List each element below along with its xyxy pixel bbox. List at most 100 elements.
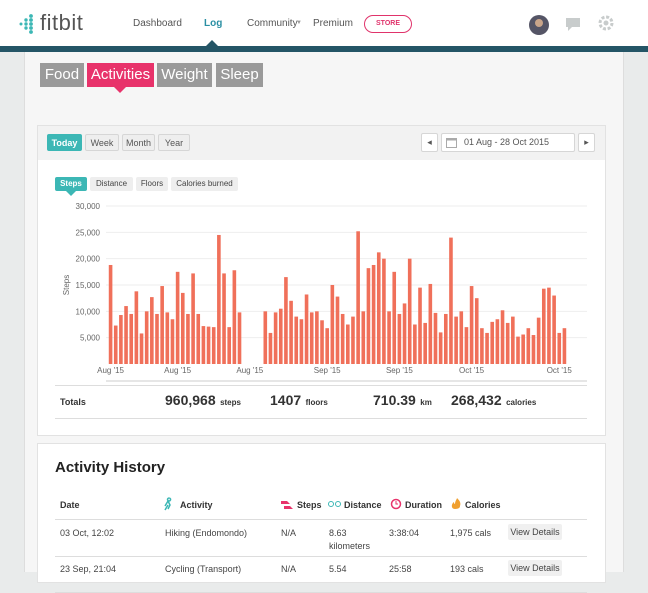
bar — [464, 327, 469, 364]
bar — [485, 332, 489, 364]
tab[interactable]: Food — [40, 63, 84, 87]
tab[interactable]: Sleep — [216, 63, 263, 87]
nav-link[interactable]: Community — [247, 18, 298, 29]
bar — [139, 333, 144, 364]
column-header: Distance — [344, 500, 382, 510]
bar — [155, 313, 159, 364]
metric-indicator — [66, 191, 76, 196]
bar — [366, 268, 371, 364]
x-tick-label: Oct '15 — [459, 366, 485, 375]
metric-tab[interactable]: Distance — [90, 177, 133, 191]
bar — [536, 317, 541, 364]
bar — [289, 300, 293, 364]
metric-tab[interactable]: Steps — [55, 177, 87, 191]
bar — [294, 316, 299, 364]
bar — [500, 310, 505, 364]
bar — [222, 273, 226, 364]
bar — [186, 313, 190, 364]
metric-tab[interactable]: Calories burned — [171, 177, 238, 191]
store-button[interactable]: STORE — [364, 15, 412, 33]
settings-icon[interactable] — [598, 15, 614, 31]
header-icons — [529, 15, 614, 35]
total-unit: floors — [305, 398, 328, 407]
x-tick-label: Aug '15 — [97, 366, 124, 375]
divider — [55, 385, 587, 386]
bar — [340, 313, 345, 364]
bar — [361, 311, 366, 364]
period-button[interactable]: Today — [47, 134, 82, 151]
bar — [428, 283, 433, 364]
period-button[interactable]: Month — [122, 134, 155, 151]
tab[interactable]: Weight — [157, 63, 212, 87]
y-tick-label: 30,000 — [76, 202, 101, 211]
column-icons — [164, 497, 461, 511]
divider — [55, 519, 587, 520]
period-button[interactable]: Year — [158, 134, 190, 151]
column-header: Duration — [405, 500, 442, 510]
tab-active[interactable]: Activities — [87, 63, 154, 87]
logo[interactable]: fitbit — [40, 10, 84, 35]
x-tick-label: Sep '15 — [386, 366, 413, 375]
bar — [268, 332, 273, 364]
date-range[interactable]: 01 Aug - 28 Oct 2015 — [441, 133, 575, 152]
bar — [335, 296, 340, 364]
nav-link[interactable]: Dashboard — [133, 18, 182, 29]
bar — [392, 271, 397, 364]
next-button[interactable]: ▸ — [578, 133, 595, 152]
bar — [552, 295, 556, 364]
column-header: Calories — [465, 500, 501, 510]
total-unit: km — [420, 398, 432, 407]
bar — [217, 234, 221, 364]
view-details-button[interactable]: View Details — [508, 524, 562, 540]
x-tick-label: Sep '15 — [314, 366, 341, 375]
bar — [134, 291, 139, 364]
bar — [201, 326, 206, 364]
messages-icon[interactable] — [566, 18, 580, 31]
y-tick-label: 15,000 — [76, 281, 101, 290]
bar — [320, 320, 324, 364]
dropdown-caret: ▼ — [296, 20, 302, 26]
bar — [351, 316, 355, 364]
metric-tab[interactable]: Floors — [136, 177, 168, 191]
column-header: Activity — [180, 500, 213, 510]
bar — [278, 308, 283, 364]
tab-indicator — [113, 86, 127, 93]
bar — [376, 252, 381, 364]
y-tick-label: 25,000 — [76, 228, 101, 237]
bar — [438, 332, 443, 364]
y-tick-label: 10,000 — [76, 307, 101, 316]
bar — [541, 288, 546, 364]
bar — [397, 313, 402, 364]
logo-icon — [19, 14, 33, 34]
nav-link[interactable]: Log — [204, 18, 223, 29]
bar — [315, 311, 319, 364]
view-details-button[interactable]: View Details — [508, 560, 562, 576]
bar — [516, 336, 520, 364]
period-button[interactable]: Week — [85, 134, 119, 151]
cell: 5.54 — [329, 564, 347, 574]
chart-card — [37, 125, 606, 436]
prev-button[interactable]: ◂ — [421, 133, 438, 152]
bar — [469, 286, 474, 364]
cell: N/A — [281, 564, 297, 574]
cell: Hiking (Endomondo) — [165, 528, 248, 538]
bar — [108, 264, 113, 364]
bar — [170, 319, 175, 364]
cell: 8.63 kilometers — [329, 528, 371, 551]
y-tick-label: 5,000 — [80, 334, 101, 343]
bar — [459, 311, 464, 364]
bar — [325, 328, 329, 364]
y-axis-title: Steps — [62, 275, 71, 295]
bar — [490, 321, 495, 364]
nav-link[interactable]: Premium — [313, 18, 354, 29]
bar — [284, 277, 288, 364]
bar — [511, 316, 515, 364]
cell: 3:38:04 — [389, 528, 420, 538]
x-tick-label: Aug '15 — [236, 366, 263, 375]
divider — [55, 418, 587, 419]
header-bar — [0, 46, 648, 52]
bar — [562, 328, 567, 364]
bar — [402, 303, 407, 364]
bar — [433, 312, 438, 364]
